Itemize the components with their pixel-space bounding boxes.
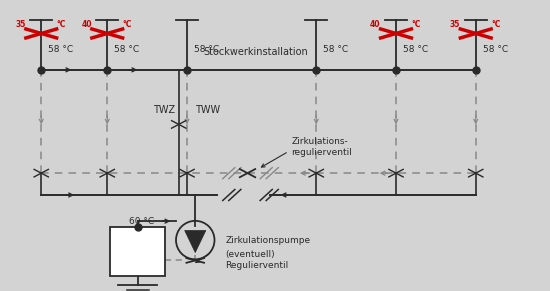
Bar (110, 227, 165, 276)
Text: 35: 35 (15, 19, 26, 29)
Text: °C: °C (491, 19, 501, 29)
Text: Zirkulationspumpe: Zirkulationspumpe (226, 236, 311, 244)
Text: °C: °C (57, 19, 66, 29)
Text: TWW: TWW (195, 105, 221, 115)
Text: Stockwerkinstallation: Stockwerkinstallation (204, 47, 308, 57)
Text: 58 °C: 58 °C (323, 45, 349, 54)
Text: 40: 40 (370, 19, 381, 29)
Text: 58 °C: 58 °C (483, 45, 508, 54)
Text: TWE: TWE (124, 247, 151, 257)
Text: Zirkulations-
regulierventil: Zirkulations- regulierventil (292, 137, 353, 157)
Text: 58 °C: 58 °C (114, 45, 140, 54)
Text: °C: °C (411, 19, 421, 29)
Polygon shape (185, 230, 206, 253)
Text: 55 °C: 55 °C (129, 253, 154, 262)
Text: 58 °C: 58 °C (48, 45, 74, 54)
Text: 60 °C: 60 °C (129, 217, 154, 226)
Text: 58 °C: 58 °C (194, 45, 219, 54)
Text: 58 °C: 58 °C (403, 45, 428, 54)
Text: °C: °C (123, 19, 132, 29)
Text: 35: 35 (450, 19, 460, 29)
Text: TWZ: TWZ (153, 105, 175, 115)
Text: (eventuell)
Regulierventil: (eventuell) Regulierventil (226, 250, 289, 271)
Text: 40: 40 (81, 19, 92, 29)
